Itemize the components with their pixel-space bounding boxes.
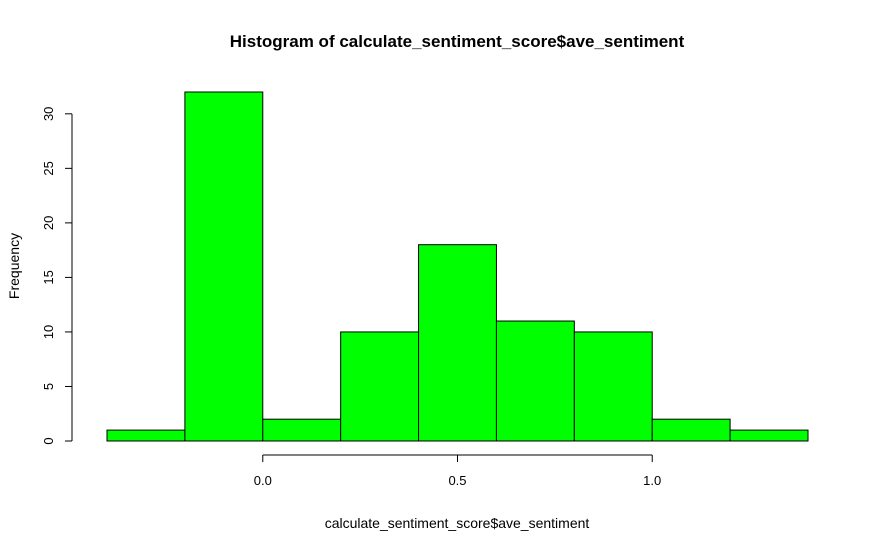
bars-group [106,91,809,442]
y-axis: 0 5 10 15 20 25 30 [41,107,73,445]
y-tick-label: 20 [41,216,56,230]
x-axis: 0.0 0.5 1.0 [254,454,661,488]
histogram-bar [729,429,809,442]
histogram-bar [340,331,420,442]
histogram-bar [651,418,731,442]
y-axis-label: Frequency [6,233,22,299]
y-tick-label: 30 [41,107,56,121]
y-tick-label: 5 [41,383,56,390]
histogram-bar [418,244,497,442]
histogram-bar [106,429,186,442]
x-tick-label: 0.5 [448,473,466,488]
histogram-bar [262,418,342,442]
y-tick-label: 0 [41,437,56,444]
histogram-bar [495,320,575,442]
chart-title: Histogram of calculate_sentiment_score$a… [230,32,685,51]
histogram-bar [184,91,264,442]
x-tick-label: 0.0 [254,473,272,488]
y-tick-label: 15 [41,270,56,284]
y-tick-label: 25 [41,161,56,175]
y-tick-label: 10 [41,325,56,339]
x-tick-label: 1.0 [643,473,661,488]
x-axis-label: calculate_sentiment_score$ave_sentiment [325,515,590,531]
histogram-bar [573,331,653,442]
